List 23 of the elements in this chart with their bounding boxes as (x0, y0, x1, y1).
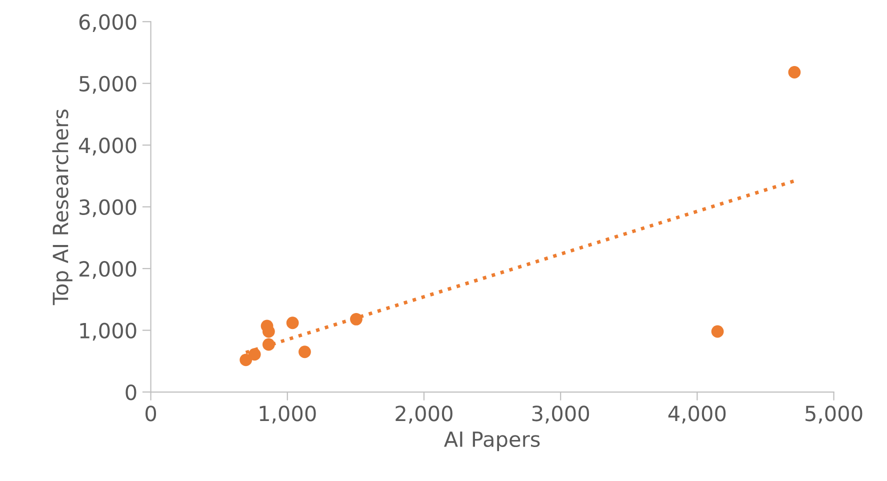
x-axis-title: AI Papers (444, 432, 540, 452)
point (350, 312, 362, 326)
point (298, 346, 311, 358)
x-tick-label: 5,000 (806, 406, 862, 424)
y-tick-label: 5,000 (80, 76, 136, 94)
x-tick-label: 1,000 (260, 406, 316, 424)
point (788, 66, 801, 78)
point (711, 325, 724, 338)
y-tick-label: 0 (126, 384, 136, 400)
point (286, 316, 299, 330)
y-tick-label: 6,000 (79, 14, 136, 32)
y-tick-label: 3,000 (80, 199, 136, 218)
y-tick-label: 2,000 (79, 261, 136, 279)
y-tick-label: 4,000 (78, 138, 136, 156)
point (240, 354, 252, 366)
x-tick-label: 0 (146, 406, 156, 422)
x-tick-label: 3,000 (532, 406, 590, 424)
y-tick-label: 1,000 (80, 322, 136, 341)
point (262, 338, 275, 351)
y-axis-title: Top AI Researchers (52, 110, 72, 306)
x-tick-label: 4,000 (668, 406, 726, 424)
x-tick-label: 2,000 (396, 406, 452, 424)
point (248, 348, 261, 361)
